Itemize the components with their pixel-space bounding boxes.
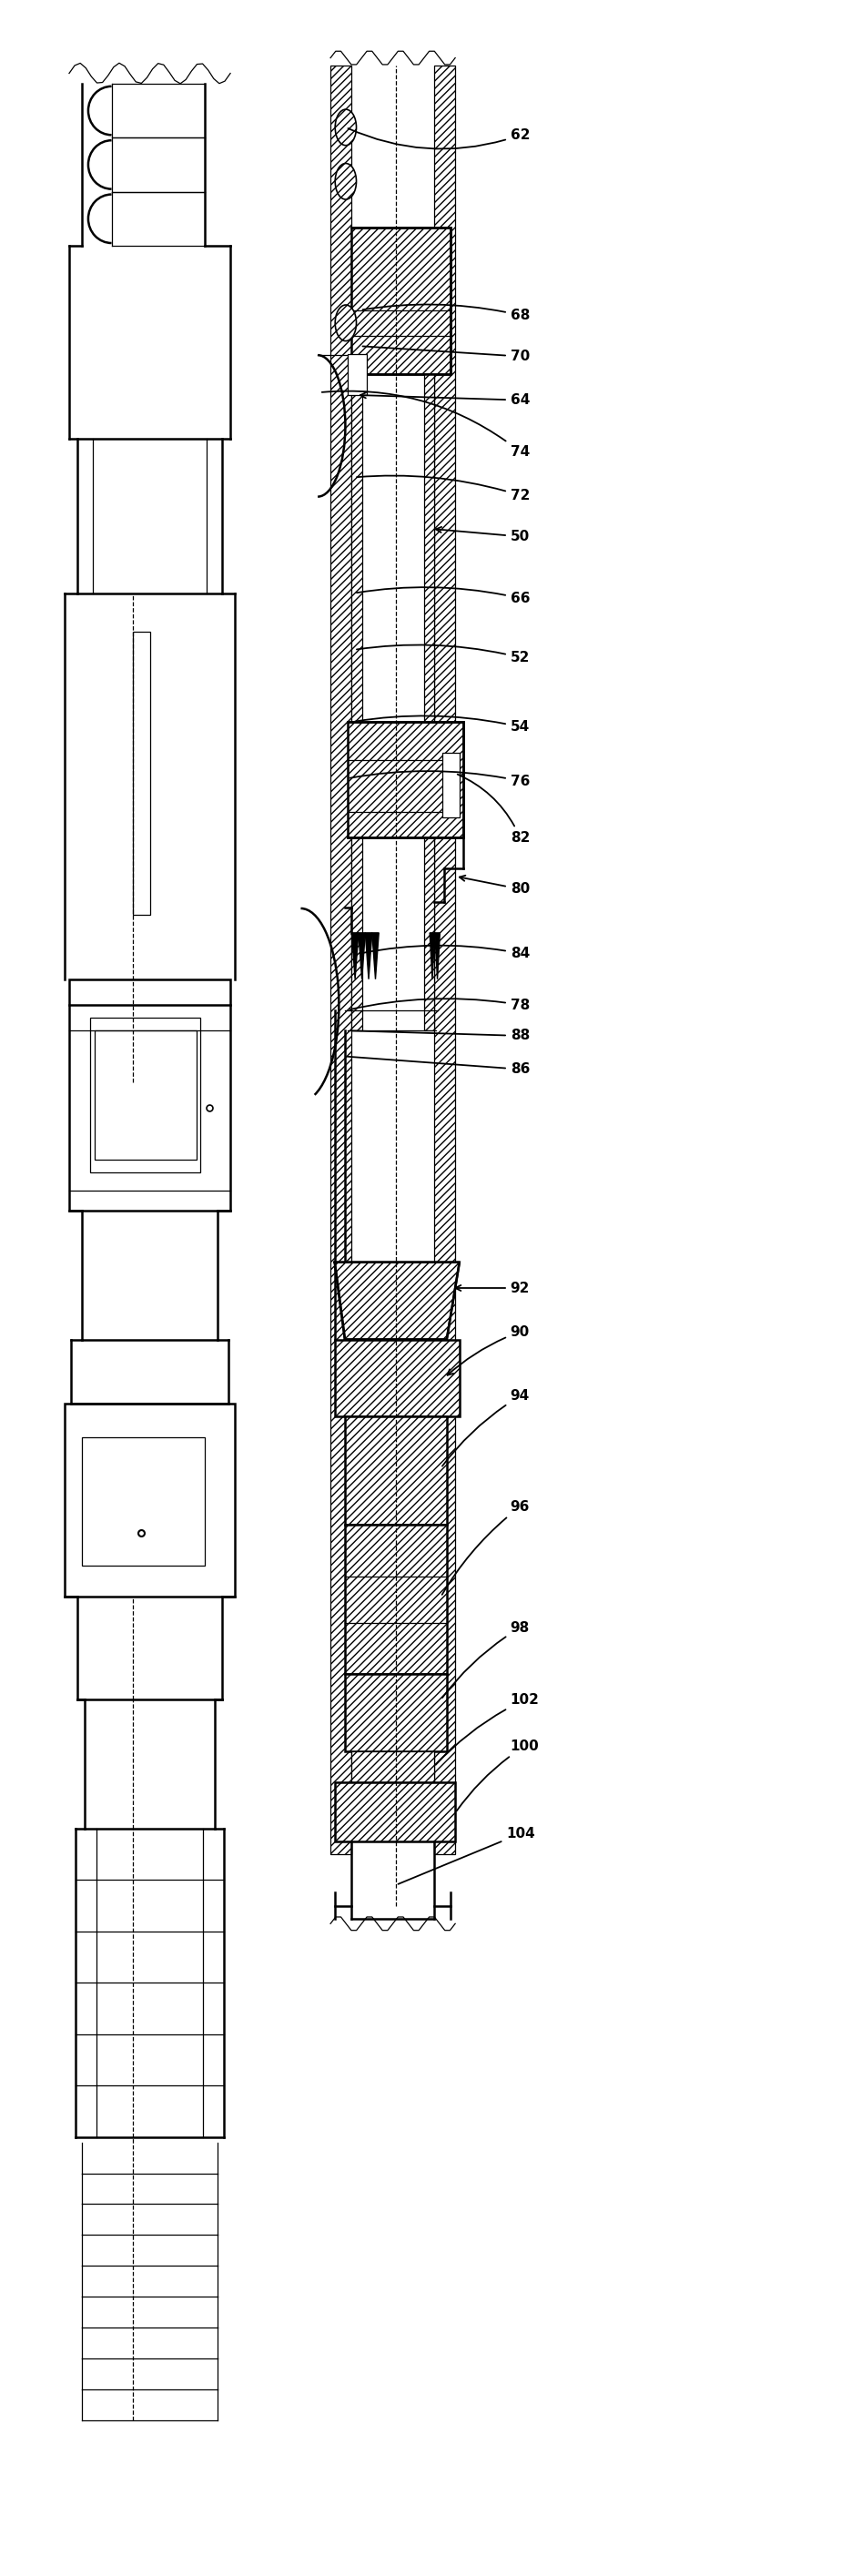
Text: 50: 50 [436, 528, 529, 544]
Bar [351, 374, 362, 1030]
Ellipse shape [335, 304, 357, 340]
Text: 96: 96 [442, 1499, 530, 1595]
Polygon shape [334, 1262, 460, 1340]
Text: 72: 72 [357, 477, 530, 502]
Text: 92: 92 [455, 1280, 530, 1296]
Polygon shape [365, 933, 372, 979]
Text: 52: 52 [357, 644, 530, 665]
Text: 94: 94 [443, 1388, 529, 1466]
Bar [345, 1417, 447, 1525]
Bar [90, 1018, 201, 1172]
Bar [334, 1783, 455, 1842]
Text: 100: 100 [457, 1739, 540, 1811]
Text: 88: 88 [351, 1028, 529, 1043]
Text: 84: 84 [363, 945, 529, 961]
Bar [94, 1030, 197, 1159]
Polygon shape [435, 933, 440, 979]
Text: 82: 82 [458, 775, 530, 845]
Polygon shape [430, 933, 435, 979]
Text: 68: 68 [363, 304, 530, 322]
Bar [330, 64, 351, 1855]
Text: 64: 64 [360, 392, 530, 407]
Bar [424, 374, 434, 1030]
Text: 90: 90 [448, 1324, 529, 1376]
Text: 66: 66 [357, 587, 530, 605]
Bar [434, 64, 455, 1855]
Text: 76: 76 [350, 770, 530, 788]
Polygon shape [334, 1262, 460, 1340]
Bar [351, 227, 451, 374]
Bar [347, 721, 464, 837]
Bar [334, 1340, 460, 1417]
Bar [443, 752, 460, 817]
Text: 98: 98 [443, 1620, 529, 1698]
Bar [345, 1674, 447, 1752]
Bar [65, 1404, 235, 1597]
Bar [82, 1437, 205, 1566]
Bar [133, 631, 150, 914]
Bar [351, 1752, 434, 1783]
Text: 102: 102 [436, 1692, 540, 1765]
Text: 54: 54 [355, 716, 529, 734]
Text: 78: 78 [350, 997, 529, 1012]
Polygon shape [358, 933, 365, 979]
Bar [345, 1525, 447, 1674]
Text: 62: 62 [348, 129, 530, 149]
Polygon shape [372, 933, 379, 979]
Text: 74: 74 [322, 392, 529, 459]
Ellipse shape [335, 108, 357, 144]
Ellipse shape [335, 162, 357, 198]
Bar [69, 979, 231, 1211]
Text: 86: 86 [347, 1056, 530, 1077]
Text: 70: 70 [363, 345, 529, 363]
Text: 80: 80 [460, 876, 529, 896]
Polygon shape [351, 933, 358, 979]
Text: 104: 104 [398, 1826, 535, 1883]
Bar [347, 353, 367, 394]
